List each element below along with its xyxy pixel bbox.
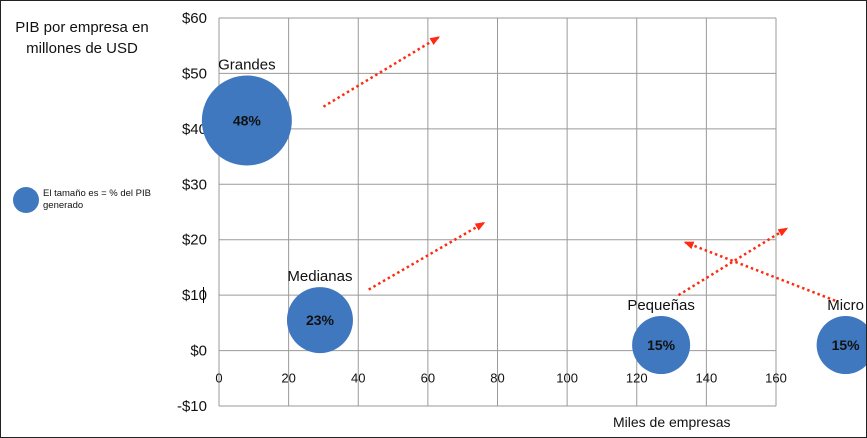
- x-tick-label: 0: [215, 371, 222, 386]
- legend-label: El tamaño es = % del PIB generado: [43, 188, 151, 211]
- y-axis-title: PIB por empresa en millones de USD: [15, 19, 149, 57]
- trend-arrow: [683, 241, 836, 302]
- x-tick-label: 100: [556, 371, 578, 386]
- y-tick-label: $60: [182, 10, 207, 27]
- trend-arrow: [677, 227, 789, 297]
- bubble: [632, 316, 691, 375]
- bubble-category-label: Pequeñas: [627, 297, 695, 314]
- y-tick-label: $30: [182, 176, 207, 193]
- bubble-category-label: Grandes: [218, 57, 276, 74]
- y-axis-ticks: $60 $50 $40 $30 $20 $10 $0 -$10: [177, 10, 207, 415]
- y-tick-label: $10: [182, 287, 207, 304]
- trend-arrows: [322, 36, 836, 302]
- x-axis-title: Miles de empresas: [613, 414, 731, 430]
- x-tick-label: 120: [626, 371, 648, 386]
- bubble: [286, 287, 353, 354]
- y-tick-label: $0: [190, 343, 207, 360]
- bubble-value-label: 15%: [832, 337, 861, 353]
- bubble-category-label: Medianas: [287, 268, 352, 285]
- bubble-category-label: Micro: [827, 297, 864, 314]
- x-tick-label: 40: [351, 371, 365, 386]
- legend-bubble-swatch: [13, 187, 39, 213]
- y-tick-label: $40: [182, 121, 207, 138]
- bubble-value-label: 23%: [306, 312, 335, 328]
- text-cursor: [203, 287, 204, 303]
- bubble: [201, 75, 292, 166]
- y-tick-label: $50: [182, 65, 207, 82]
- x-axis-ticks: 0 20 40 60 80 100 120 140 160: [215, 371, 786, 386]
- x-tick-label: 160: [765, 371, 787, 386]
- y-tick-label: $20: [182, 232, 207, 249]
- x-tick-label: 140: [696, 371, 718, 386]
- trend-arrow: [322, 36, 441, 108]
- bubble-value-label: 15%: [647, 337, 676, 353]
- x-tick-label: 60: [421, 371, 435, 386]
- x-tick-label: 80: [490, 371, 504, 386]
- y-tick-label: -$10: [177, 398, 207, 415]
- bubbles: 48% Grandes 23% Medianas 15% Pequeñas 15% Micro: [201, 57, 866, 375]
- x-tick-label: 20: [281, 371, 295, 386]
- legend: El tamaño es = % del PIB generado: [13, 187, 153, 213]
- trend-arrow: [368, 222, 486, 291]
- bubble: [816, 316, 866, 375]
- bubble-value-label: 48%: [233, 113, 262, 129]
